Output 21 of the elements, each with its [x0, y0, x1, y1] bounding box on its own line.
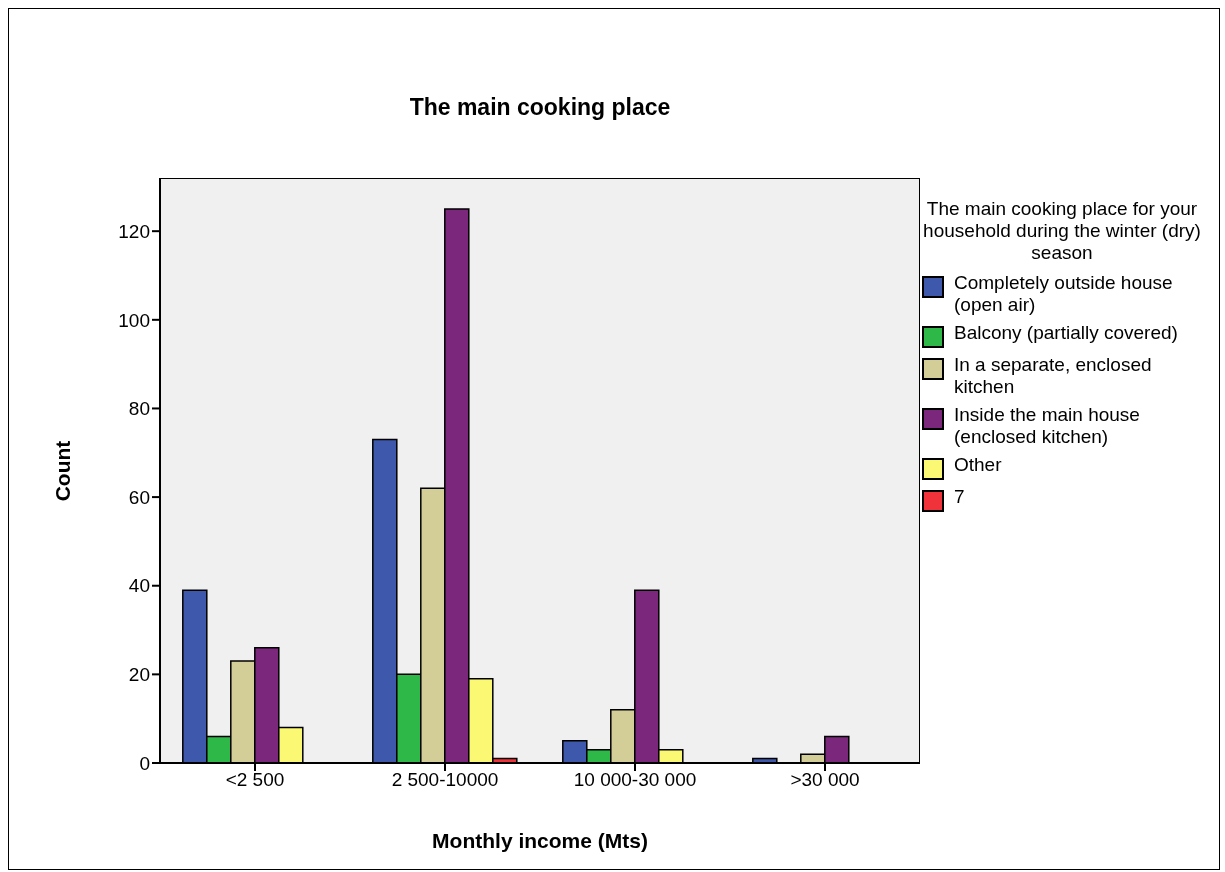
y-tick-label: 80 — [128, 398, 150, 420]
legend-label: In a separate, enclosed kitchen — [954, 353, 1153, 398]
y-tick-label: 0 — [139, 752, 150, 774]
y-tick-label: 40 — [128, 575, 150, 597]
legend-label: Inside the main house (enclosed kitchen) — [954, 403, 1141, 448]
x-tick-label: >30 000 — [790, 769, 860, 791]
y-tick-label: 120 — [118, 220, 150, 242]
x-tick-label: 10 000-30 000 — [573, 769, 697, 791]
chart-title: The main cooking place — [408, 94, 672, 121]
legend-label: Completely outside house (open air) — [954, 271, 1174, 316]
legend-label: 7 — [954, 485, 965, 508]
y-tick-label: 100 — [118, 309, 150, 331]
y-tick-label: 60 — [128, 486, 150, 508]
x-tick-label: <2 500 — [225, 769, 285, 791]
x-axis-title: Monthly income (Mts) — [431, 829, 649, 853]
legend-label: Other — [954, 453, 1002, 476]
y-tick-label: 20 — [128, 664, 150, 686]
legend-title: The main cooking place for your household during the winter (dry) season — [922, 198, 1202, 264]
x-tick-label: 2 500-10000 — [391, 769, 499, 791]
y-axis-title: Count — [51, 439, 75, 503]
legend-label: Balcony (partially covered) — [954, 321, 1178, 344]
